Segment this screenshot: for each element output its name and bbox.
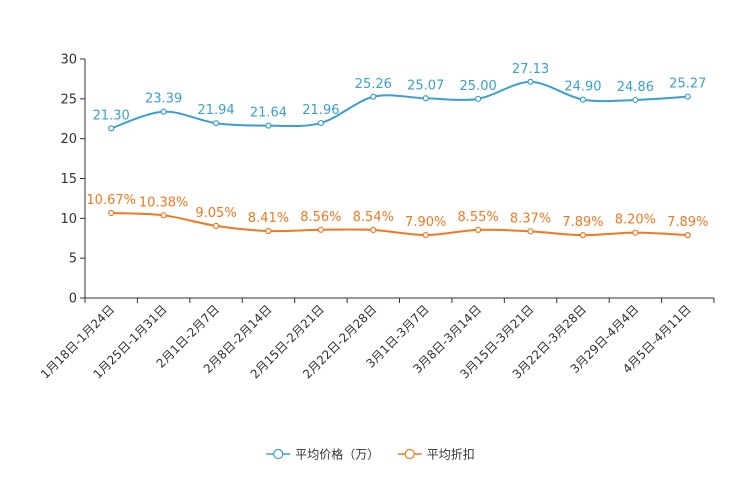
- data-point: [370, 226, 377, 234]
- data-point: [265, 122, 272, 129]
- data-point: [527, 228, 534, 235]
- data-label: 21.64: [250, 106, 287, 121]
- data-point: [527, 78, 534, 85]
- legend-label: 平均价格（万）: [295, 447, 379, 462]
- y-tick-label: 5: [69, 252, 77, 267]
- data-label: 25.07: [407, 78, 444, 93]
- data-point: [579, 232, 587, 239]
- data-point: [160, 212, 167, 219]
- data-label: 21.94: [197, 103, 234, 118]
- data-point: [422, 95, 429, 102]
- data-label: 10.67%: [86, 193, 136, 208]
- series-line-1: [110, 80, 688, 130]
- data-label: 27.13: [512, 62, 549, 77]
- y-tick-label: 25: [60, 92, 77, 107]
- data-point: [108, 209, 115, 217]
- data-label: 7.89%: [562, 215, 603, 230]
- data-point: [160, 108, 167, 115]
- data-label: 21.30: [93, 108, 130, 123]
- y-tick-label: 0: [69, 292, 77, 307]
- data-label: 25.26: [355, 77, 392, 92]
- data-label: 7.89%: [667, 215, 708, 230]
- legend-label: 平均折扣: [427, 447, 475, 462]
- data-point: [632, 229, 639, 236]
- data-point: [684, 232, 691, 239]
- y-tick-label: 20: [60, 132, 77, 147]
- data-point: [317, 226, 324, 233]
- data-label: 8.41%: [248, 211, 289, 226]
- data-label: 8.56%: [300, 210, 341, 225]
- data-point: [212, 120, 220, 127]
- data-label: 25.27: [669, 77, 706, 92]
- data-label: 7.90%: [405, 215, 446, 230]
- data-label: 8.54%: [353, 210, 394, 225]
- data-label: 21.96: [302, 103, 339, 118]
- data-point: [475, 95, 482, 102]
- data-point: [632, 96, 639, 104]
- data-label: 8.37%: [510, 211, 551, 226]
- y-tick-label: 30: [60, 53, 77, 68]
- data-point: [317, 119, 324, 127]
- data-label: 25.00: [460, 79, 497, 94]
- data-point: [370, 93, 377, 100]
- data-point: [212, 222, 220, 230]
- data-label: 23.39: [145, 92, 182, 107]
- data-point: [108, 125, 115, 132]
- data-point: [422, 231, 429, 239]
- data-point: [265, 227, 272, 235]
- y-tick-label: 10: [60, 212, 77, 227]
- data-label: 9.05%: [195, 206, 236, 221]
- legend-swatch-marker: [273, 448, 284, 460]
- series-line-2: [111, 211, 688, 237]
- data-label: 24.90: [564, 80, 601, 95]
- data-label: 8.55%: [457, 210, 498, 225]
- data-point: [579, 96, 587, 103]
- legend-swatch-marker: [404, 448, 415, 460]
- data-point: [684, 93, 691, 100]
- data-point: [475, 226, 482, 233]
- data-label: 8.20%: [615, 213, 656, 228]
- y-tick-label: 15: [60, 172, 77, 187]
- data-label: 10.38%: [139, 195, 189, 210]
- data-label: 24.86: [617, 80, 654, 95]
